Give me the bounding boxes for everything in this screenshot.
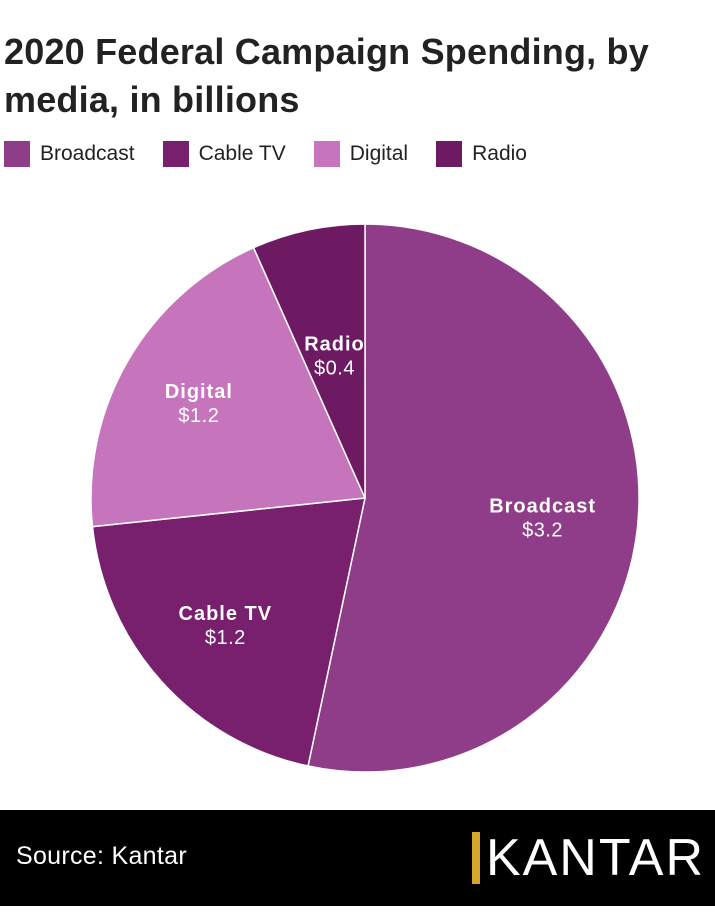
legend: Broadcast Cable TV Digital Radio (4, 138, 555, 170)
legend-swatch-digital (313, 141, 340, 167)
legend-label-cable-tv: Cable TV (198, 142, 286, 165)
legend-label-broadcast: Broadcast (40, 142, 135, 165)
kantar-logo: KANTAR (471, 828, 705, 888)
legend-label-radio: Radio (472, 142, 527, 165)
logo-text: KANTAR (485, 829, 705, 887)
footer: Source: Kantar KANTAR (0, 810, 715, 906)
legend-item-broadcast: Broadcast (4, 141, 135, 167)
slice-label-broadcast: Broadcast (489, 496, 596, 518)
slice-label-cable-tv: Cable TV (179, 603, 273, 625)
pie-slice-digital (90, 246, 367, 528)
slice-value-broadcast: $3.2 (522, 520, 563, 542)
pie-slice-broadcast (307, 223, 640, 773)
slice-value-cable-tv: $1.2 (205, 627, 246, 649)
legend-item-cable-tv: Cable TV (162, 141, 286, 167)
legend-item-radio: Radio (436, 141, 527, 167)
logo-accent-bar (471, 832, 480, 884)
legend-swatch-radio (436, 141, 463, 167)
slice-value-radio: $0.4 (314, 358, 355, 380)
legend-swatch-cable-tv (162, 141, 189, 167)
legend-swatch-broadcast (4, 141, 30, 167)
slice-value-digital: $1.2 (178, 405, 219, 427)
chart-title: 2020 Federal Campaign Spending, by media… (4, 31, 649, 120)
source-text: Source: Kantar (16, 842, 187, 870)
legend-item-digital: Digital (313, 141, 409, 167)
pie-slice-radio (252, 223, 366, 499)
slice-label-digital: Digital (165, 381, 233, 403)
pie-slice-cable-tv (91, 497, 366, 767)
legend-label-digital: Digital (349, 142, 409, 165)
slice-label-radio: Radio (304, 334, 365, 356)
